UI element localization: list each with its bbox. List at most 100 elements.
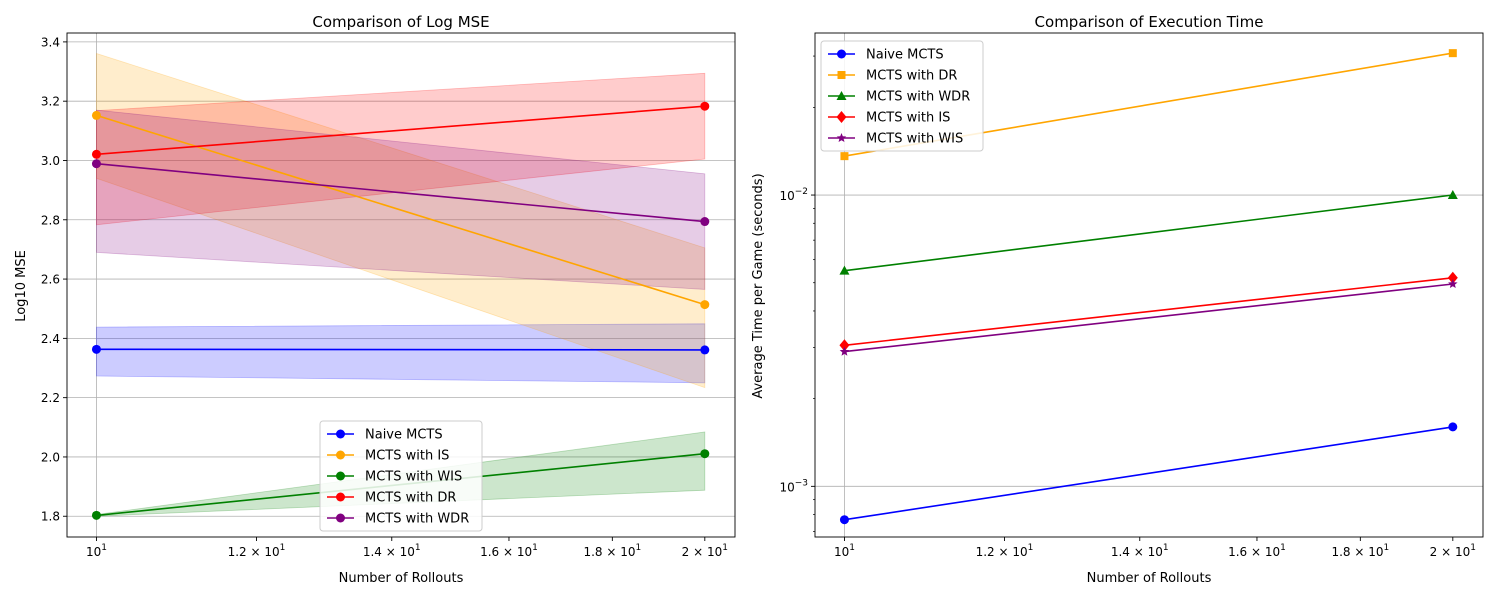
confidence-band-mcts-with-is: [96, 52, 706, 389]
chart-title: Comparison of Log MSE: [312, 13, 489, 31]
chart-title: Comparison of Execution Time: [1035, 13, 1264, 31]
legend-label: MCTS with IS: [866, 111, 950, 126]
legend-marker: [336, 450, 345, 460]
y-axis-ticks: 1.8 2.0 2.2 2.4 2.6 2.8 3.0 3.2 3.4: [41, 35, 67, 524]
x-axis-label: Number of Rollouts: [339, 571, 464, 586]
data-point: [700, 345, 710, 355]
data-point: [839, 265, 850, 275]
data-point: [1448, 49, 1457, 58]
legend-marker: [836, 91, 847, 100]
series-mcts-with-wdr: [839, 190, 1458, 275]
legend-label: MCTS with WDR: [866, 90, 970, 105]
x-axis-label: Number of Rollouts: [1087, 571, 1212, 586]
confidence-band-mcts-with-dr: [96, 72, 706, 226]
data-point: [1448, 422, 1458, 432]
plot-frame: [66, 32, 736, 538]
legend-marker: [836, 111, 847, 123]
legend-marker: [336, 492, 345, 502]
legend-marker: [837, 71, 846, 79]
legend-entry: MCTS with WIS: [327, 470, 462, 485]
grid: [67, 33, 735, 537]
legend-label: MCTS with IS: [365, 449, 449, 464]
x-axis-ticks: 101 1.2 × 101 1.4 × 101 1.6 × 101 1.8 × 101 2…: [86, 537, 728, 559]
plot-frame: [814, 32, 1484, 538]
series-line: [844, 283, 1453, 353]
series-line: [844, 277, 1453, 347]
legend-label: MCTS with WIS: [866, 132, 963, 147]
x-tick-label: 2 × 101: [682, 543, 728, 559]
legend-box: [319, 420, 483, 532]
legend-entry: MCTS with IS: [828, 111, 950, 126]
data-point: [700, 101, 710, 111]
legend-entry: MCTS with DR: [327, 491, 456, 506]
legend-entry: Naive MCTS: [828, 48, 944, 63]
y-tick-label: 2.2: [41, 391, 60, 405]
data-point: [840, 152, 849, 161]
legend-label: MCTS with DR: [365, 491, 456, 506]
legend-marker: [837, 49, 846, 59]
confidence-band-mcts-with-wdr: [96, 109, 706, 290]
data-point: [700, 300, 710, 310]
data-point: [839, 346, 850, 356]
legend-entry: MCTS with DR: [828, 69, 957, 84]
series-line: [844, 194, 1453, 272]
legend-marker: [336, 513, 345, 523]
data-point: [839, 515, 849, 525]
data-point: [839, 339, 850, 352]
legend: Naive MCTS MCTS with IS MCTS with WIS MCTS …: [319, 420, 483, 532]
x-tick-label: 101: [86, 543, 107, 559]
series-naive-mcts: [839, 422, 1458, 525]
y-tick-label: 2.4: [41, 332, 60, 346]
legend-label: MCTS with WIS: [365, 470, 462, 485]
x-tick-label: 1.8 × 101: [583, 543, 641, 559]
x-tick-label: 101: [834, 543, 855, 559]
series-line: [96, 348, 705, 351]
x-tick-label: 1.6 × 101: [1228, 543, 1286, 559]
x-axis-ticks: 101 1.2 × 101 1.4 × 101 1.6 × 101 1.8 × 101 2…: [834, 537, 1476, 559]
legend: Naive MCTS MCTS with DR MCTS with WDR MCTS …: [820, 40, 984, 152]
legend-entry: MCTS with WDR: [327, 512, 469, 527]
x-tick-label: 1.8 × 101: [1331, 543, 1389, 559]
y-tick-label: 1.8: [41, 510, 60, 524]
y-tick-label: 3.0: [41, 154, 60, 168]
series-naive-mcts: [91, 344, 710, 355]
series-mcts-with-is: [839, 271, 1458, 352]
confidence-band-naive-mcts: [96, 323, 706, 384]
y-tick-label: 3.4: [41, 35, 60, 49]
x-tick-label: 1.4 × 101: [363, 543, 421, 559]
y-tick-label: 10−3: [779, 478, 808, 494]
data-point: [91, 510, 101, 520]
data-point: [1447, 190, 1458, 200]
series-mcts-with-wdr: [91, 159, 710, 227]
y-axis-ticks: 10−3 10−2: [779, 55, 815, 532]
legend-box: [820, 40, 984, 152]
x-tick-label: 1.4 × 101: [1111, 543, 1169, 559]
legend-marker: [336, 471, 345, 481]
y-axis-label: Log10 MSE: [14, 250, 29, 322]
data-point: [700, 217, 710, 227]
data-point: [700, 449, 710, 459]
x-tick-label: 1.2 × 101: [976, 543, 1034, 559]
y-tick-label: 10−2: [779, 187, 808, 203]
y-tick-label: 2.6: [41, 273, 60, 287]
legend-marker: [836, 133, 847, 143]
x-tick-label: 1.2 × 101: [228, 543, 286, 559]
series-mcts-with-dr: [91, 101, 710, 159]
legend-entry: Naive MCTS: [327, 428, 443, 443]
y-tick-label: 3.2: [41, 95, 60, 109]
series-line: [96, 105, 705, 156]
x-tick-label: 1.6 × 101: [480, 543, 538, 559]
series-line: [96, 162, 705, 223]
data-point: [1448, 279, 1458, 289]
data-point: [1447, 271, 1458, 284]
data-point: [91, 110, 101, 120]
x-tick-label: 2 × 101: [1430, 543, 1476, 559]
log-mse-chart: Comparison of Log MSE Number of Rollouts…: [14, 13, 736, 586]
data-point: [91, 344, 101, 354]
confidence-bands: [96, 52, 706, 517]
y-tick-label: 2.8: [41, 213, 60, 227]
legend-entry: MCTS with WDR: [828, 90, 970, 105]
series-mcts-with-wis: [839, 279, 1458, 356]
legend-entry: MCTS with IS: [327, 449, 449, 464]
